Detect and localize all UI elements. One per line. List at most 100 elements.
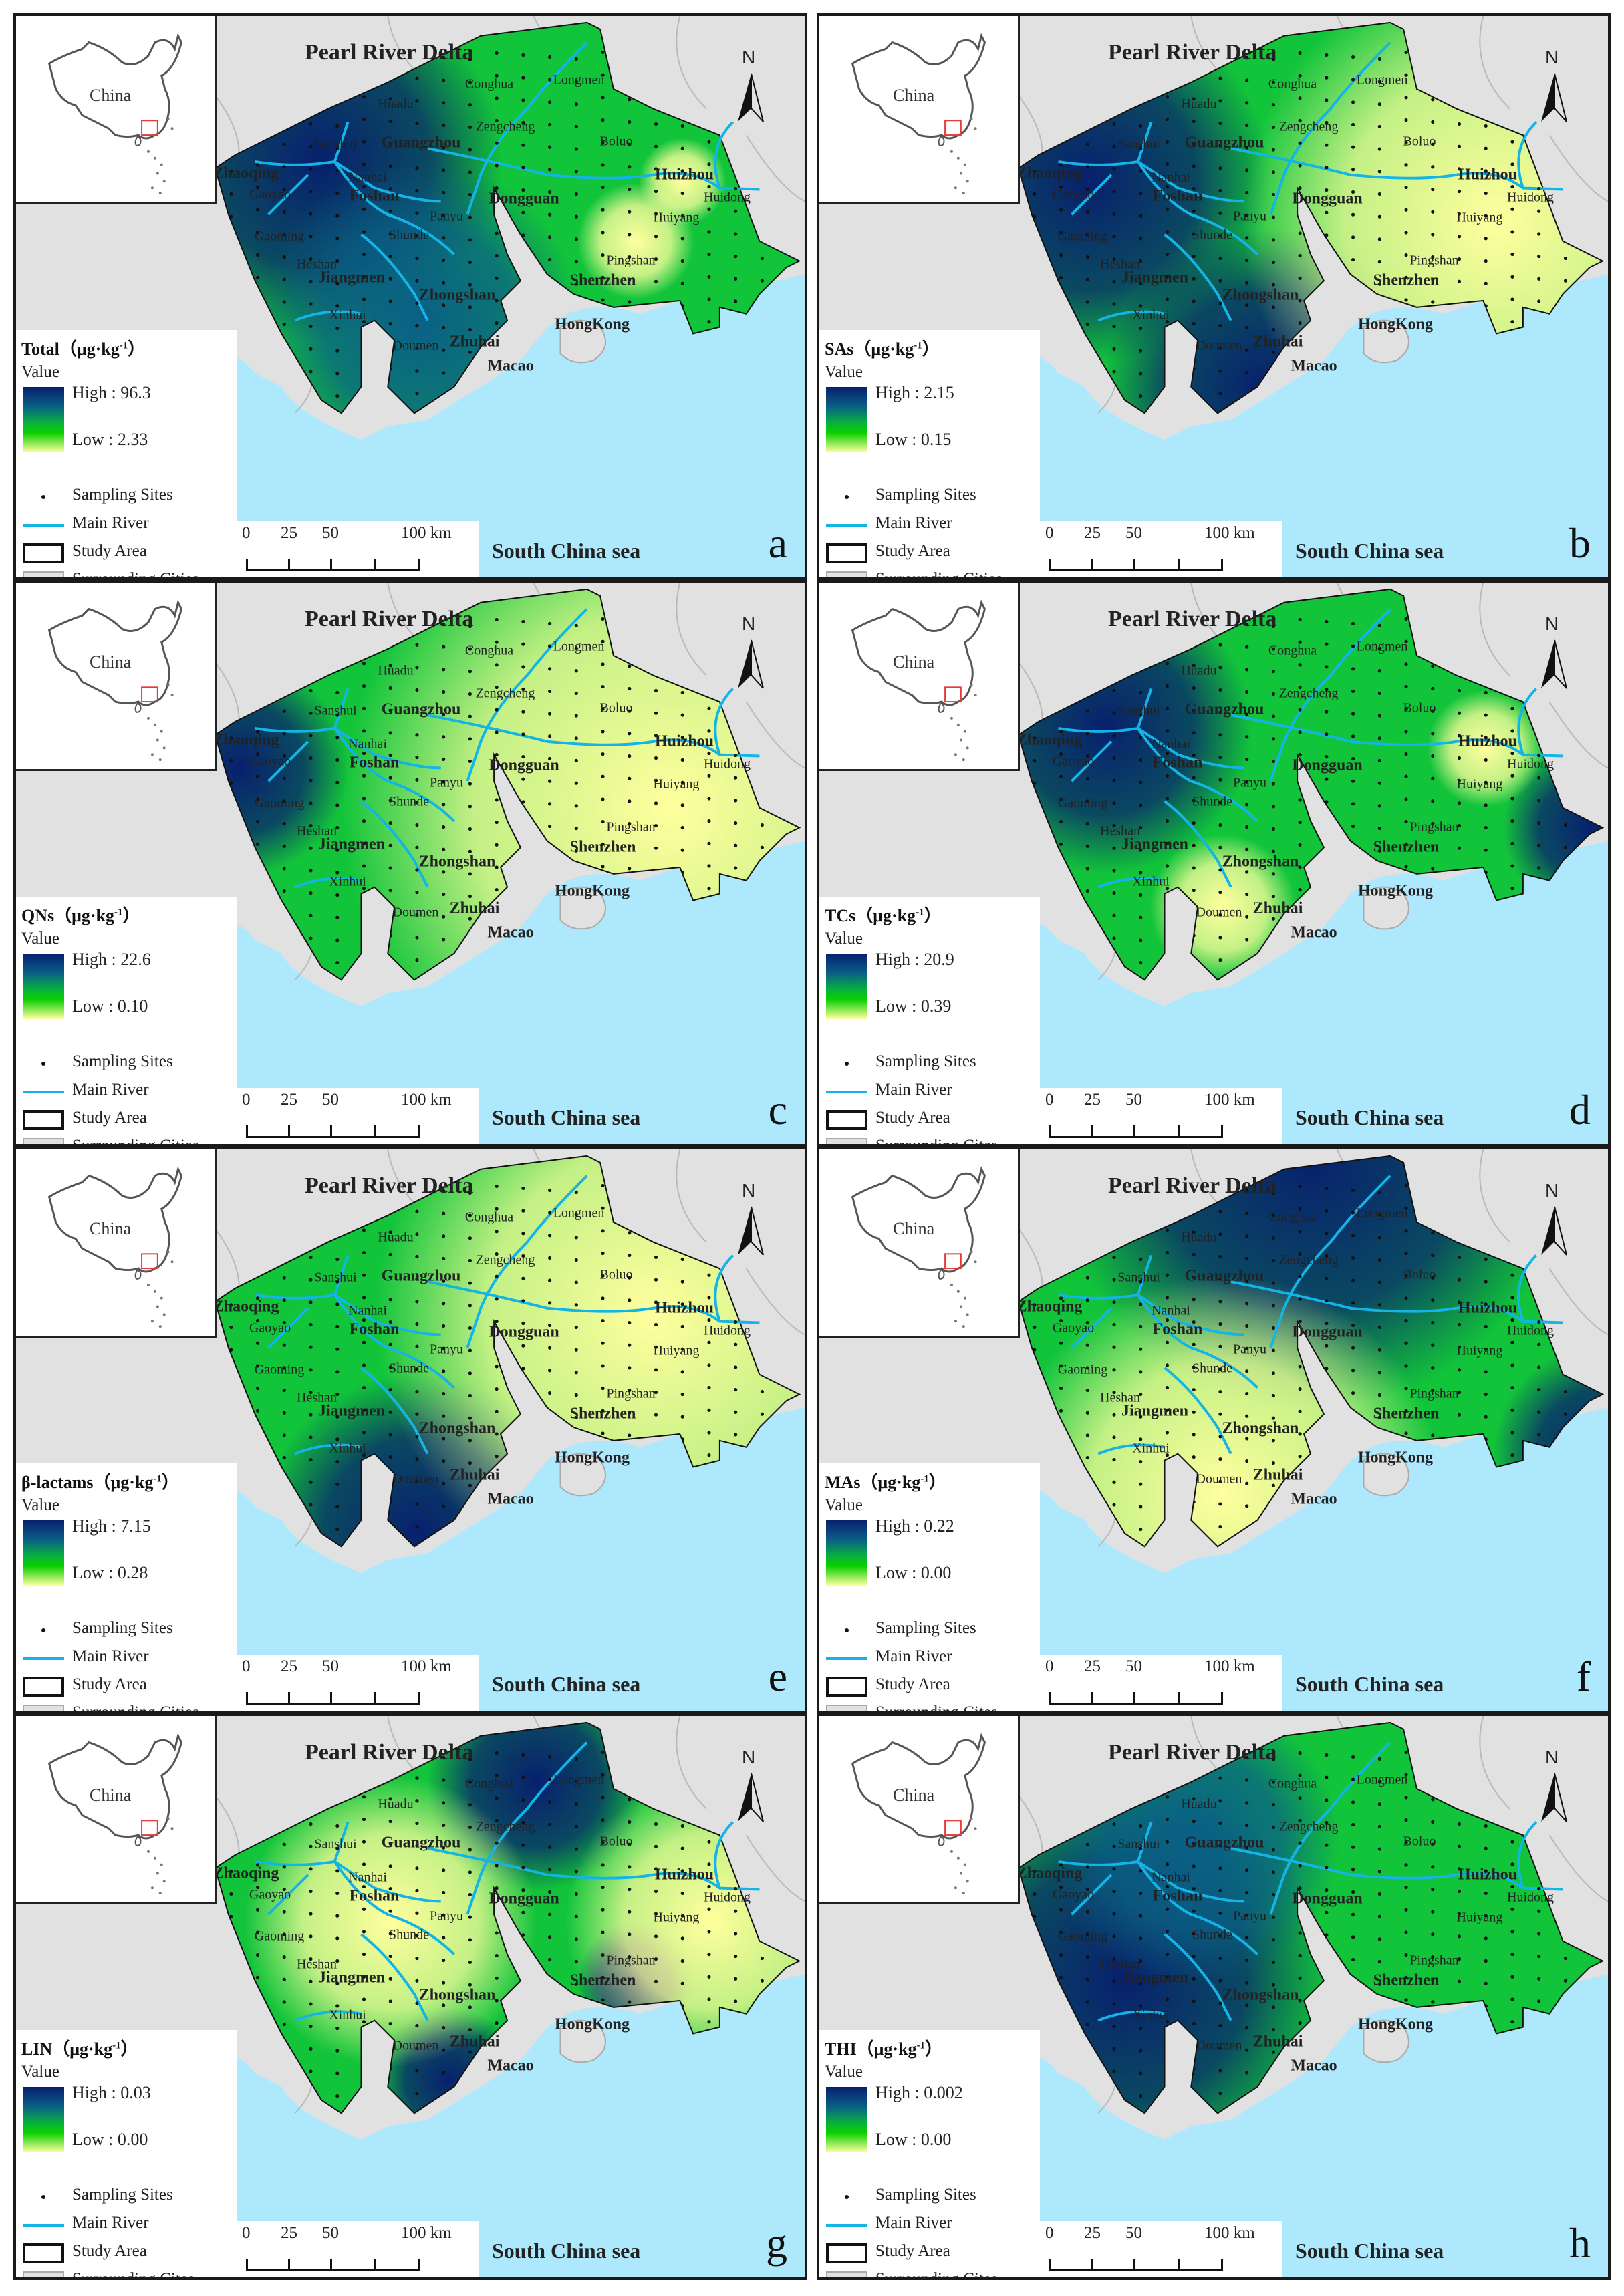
- place-label: Shunde: [1192, 794, 1232, 809]
- place-label: Boluo: [599, 134, 633, 149]
- study-area-box-icon: [826, 1677, 867, 1697]
- legend-value-label: Value: [825, 2063, 863, 2081]
- place-label: Conghua: [464, 1776, 514, 1791]
- place-label: Panyu: [1233, 1342, 1266, 1357]
- place-label: Shenzhen: [569, 1405, 636, 1423]
- place-label: Sanshui: [1117, 1270, 1160, 1285]
- place-label: Dongguan: [1292, 756, 1363, 774]
- place-label: Zhongshan: [418, 1986, 496, 2004]
- legend-item-study-area: Study Area: [21, 1107, 231, 1135]
- legend-item-surrounding-cities: Surrounding Cities: [21, 1135, 231, 1144]
- hongkong-island: [559, 319, 606, 364]
- inset-label-china: China: [893, 652, 935, 672]
- hongkong-island: [1363, 886, 1409, 930]
- place-label: Zengcheng: [1278, 119, 1339, 134]
- china-inset-map: China: [819, 16, 1020, 204]
- place-label: Dongguan: [1292, 190, 1363, 208]
- place-label: Huidong: [1507, 756, 1554, 772]
- legend-value-label: Value: [21, 929, 59, 948]
- map-title: Pearl River Delta: [1108, 40, 1277, 65]
- place-label: Macao: [487, 1490, 534, 1508]
- place-label: Pingshan: [606, 819, 656, 835]
- place-label: Huidong: [704, 1323, 751, 1338]
- place-label: Sanshui: [1117, 136, 1160, 152]
- legend-item-study-area: Study Area: [825, 1107, 1035, 1135]
- legend-item-study-area: Study Area: [825, 2241, 1035, 2269]
- sea-area: [1018, 274, 1608, 577]
- legend-item-sampling-sites: Sampling Sites: [825, 2184, 1035, 2212]
- place-label: Gaoming: [254, 229, 305, 244]
- place-label: Huiyang: [1456, 776, 1503, 792]
- river-line-icon: [826, 515, 867, 535]
- place-label: Dongguan: [1292, 1323, 1363, 1341]
- place-label: Sanshui: [1117, 703, 1160, 718]
- place-label: Huiyang: [1456, 1910, 1503, 1925]
- scale-bar: 0 25 50 100 km: [1040, 2221, 1282, 2277]
- legend-item-study-area: Study Area: [825, 1674, 1035, 1702]
- place-label: Xinhui: [329, 1441, 366, 1456]
- scale-tick-0: 0: [242, 2224, 251, 2242]
- place-label: Longmen: [553, 1205, 605, 1221]
- place-label: Huizhou: [1458, 1299, 1518, 1317]
- hongkong-island: [1363, 319, 1409, 364]
- place-label: Conghua: [1268, 76, 1317, 92]
- legend-item-study-area: Study Area: [825, 541, 1035, 569]
- legend-value-label: Value: [21, 1496, 59, 1514]
- place-label: Xinhui: [329, 874, 366, 889]
- map-title: Pearl River Delta: [1108, 1173, 1277, 1198]
- place-label: Shunde: [389, 1927, 429, 1943]
- legend-item-sampling-sites: Sampling Sites: [825, 1051, 1035, 1079]
- dot-icon: [23, 1054, 64, 1074]
- place-label: Zhuhai: [1252, 1466, 1303, 1484]
- sea-label: South China sea: [492, 539, 641, 563]
- scale-tick-0: 0: [1045, 1091, 1054, 1109]
- scale-tick-25: 25: [1084, 2224, 1101, 2242]
- place-label: Huiyang: [1456, 210, 1503, 225]
- place-label: Gaoming: [1057, 229, 1108, 244]
- legend-item-sampling-sites: Sampling Sites: [21, 484, 231, 513]
- study-area-box-icon: [23, 1110, 64, 1130]
- ramp-low-label: Low : 0.10: [72, 996, 148, 1016]
- study-area-box-icon: [23, 1677, 64, 1697]
- place-label: Zhaoqing: [213, 1298, 279, 1316]
- dot-icon: [23, 2187, 64, 2207]
- legend: SAs（μg·kg-1） Value High : 2.15 Low : 0.1…: [819, 330, 1040, 577]
- place-label: Gaoming: [254, 1362, 305, 1377]
- place-label: Nanhai: [1152, 1870, 1190, 1885]
- dot-icon: [23, 1620, 64, 1640]
- main-rivers: [1058, 1175, 1563, 1455]
- legend-item-main-river: Main River: [825, 2212, 1035, 2241]
- panel-letter: c: [768, 1086, 787, 1133]
- inset-label-china: China: [893, 1785, 935, 1805]
- place-label: Panyu: [430, 208, 463, 224]
- inset-label-china: China: [90, 1219, 132, 1238]
- place-label: Shunde: [389, 1360, 429, 1376]
- legend-item-surrounding-cities: Surrounding Cites: [21, 2269, 231, 2277]
- place-label: Shenzhen: [1373, 1971, 1440, 1989]
- place-label: Huidong: [1507, 1890, 1554, 1905]
- legend: LIN（μg·kg-1） Value High : 0.03 Low : 0.0…: [16, 2030, 237, 2277]
- place-label: Boluo: [1403, 1267, 1436, 1282]
- place-label: Nanhai: [1152, 736, 1190, 752]
- dot-icon: [826, 1054, 867, 1074]
- place-label: Nanhai: [348, 1870, 387, 1885]
- ramp-low-label: Low : 0.28: [72, 1563, 148, 1582]
- place-label: Guangzhou: [1184, 1267, 1264, 1285]
- place-label: Zhaoqing: [1016, 1864, 1083, 1882]
- place-label: Sanshui: [314, 703, 357, 718]
- place-label: Foshan: [349, 187, 400, 205]
- place-label: Heshan: [1100, 1957, 1140, 1972]
- scale-bar: 0 25 50 100 km: [237, 521, 479, 577]
- place-label: Pingshan: [606, 1386, 656, 1401]
- legend-item-sampling-sites: Sampling Sites: [825, 484, 1035, 513]
- place-label: Panyu: [1233, 208, 1266, 224]
- place-label: Heshan: [1100, 823, 1140, 839]
- river-line-icon: [826, 2215, 867, 2235]
- legend-title: TCs（μg·kg-1）: [825, 906, 942, 925]
- place-label: Huizhou: [1458, 732, 1518, 750]
- map-panel-c: Pearl River Delta Conghua Longmen Huadu Zen…: [13, 580, 807, 1147]
- sea-area: [1018, 1974, 1608, 2277]
- place-label: Heshan: [1100, 257, 1140, 272]
- place-label: Zengcheng: [475, 1819, 535, 1834]
- legend-title: Total（μg·kg-1）: [21, 339, 146, 359]
